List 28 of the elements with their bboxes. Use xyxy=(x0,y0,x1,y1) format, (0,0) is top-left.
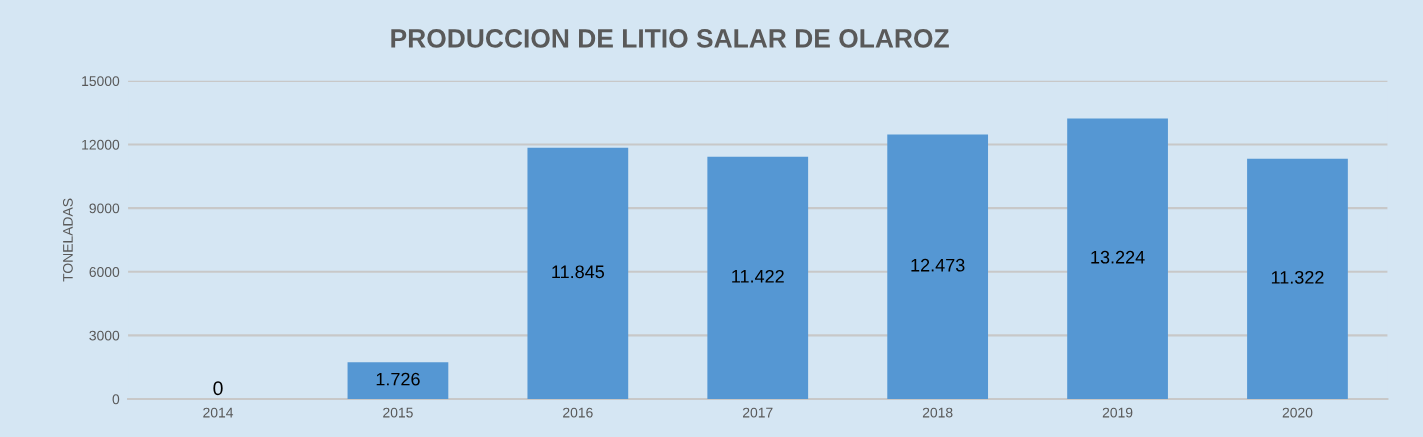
x-tick-label: 2014 xyxy=(203,407,234,418)
y-tick-label: 15000 xyxy=(82,76,120,87)
data-label: 11.322 xyxy=(1271,270,1324,284)
bar xyxy=(707,156,809,399)
data-label: 12.473 xyxy=(911,258,965,272)
bar xyxy=(527,147,629,399)
data-label: 1.726 xyxy=(376,372,420,386)
data-label: 11.845 xyxy=(552,265,605,279)
data-label: 13.224 xyxy=(1091,250,1145,264)
x-tick-label: 2019 xyxy=(1102,407,1133,418)
y-axis-title: TONELADAS xyxy=(62,198,73,282)
y-tick-label: 9000 xyxy=(89,203,120,214)
y-tick-label: 0 xyxy=(112,394,120,405)
x-tick-label: 2020 xyxy=(1282,407,1313,418)
bar xyxy=(1247,158,1348,399)
chart-title: PRODUCCION DE LITIO SALAR DE OLAROZ xyxy=(391,29,949,48)
bar xyxy=(347,362,449,399)
y-tick-label: 12000 xyxy=(82,139,120,150)
bar xyxy=(1067,118,1168,399)
data-label: 11.422 xyxy=(732,269,784,283)
x-tick-label: 2016 xyxy=(563,407,593,418)
x-tick-label: 2015 xyxy=(383,407,413,418)
x-tick-label: 2018 xyxy=(922,407,953,418)
x-tick-label: 2017 xyxy=(743,407,773,418)
data-label: 0 xyxy=(213,381,223,396)
y-tick-label: 3000 xyxy=(89,330,120,341)
bar xyxy=(887,134,989,399)
y-tick-label: 6000 xyxy=(89,267,120,277)
